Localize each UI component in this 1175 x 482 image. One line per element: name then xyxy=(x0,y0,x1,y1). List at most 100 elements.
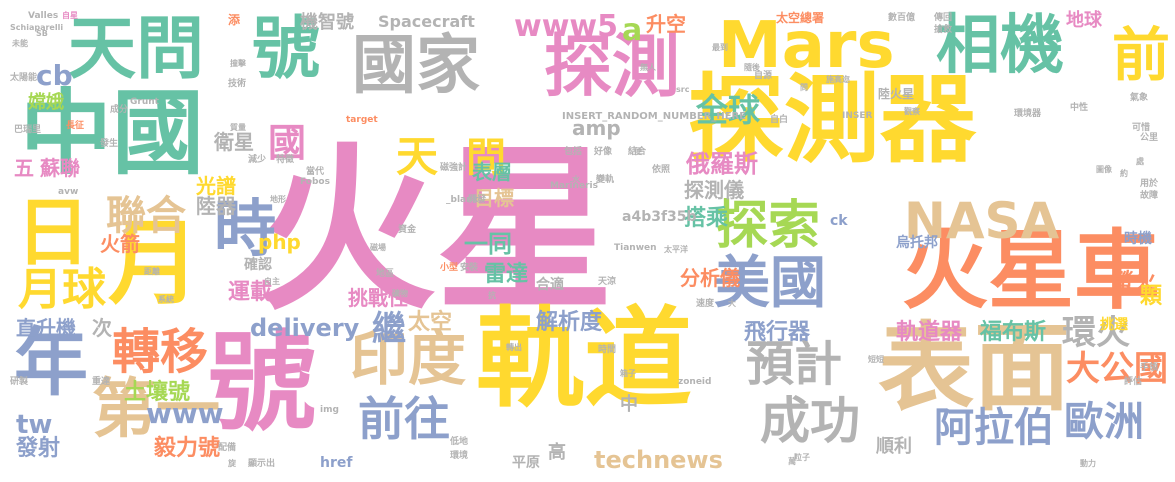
word-huojian: 火箭 xyxy=(100,232,140,256)
word-xuan: 旋 xyxy=(228,459,236,468)
word-hao-green: 號 xyxy=(252,10,321,89)
word-biaomian: 表面 xyxy=(878,312,1070,424)
word-dixing: 地形 xyxy=(270,195,286,204)
word-guangpu: 光譜 xyxy=(196,174,236,198)
word-xianshichu: 顯示出 xyxy=(248,459,276,469)
word-ke: 顆 xyxy=(1140,284,1163,309)
word-www5: www5 xyxy=(514,9,619,44)
word-yinghuo: 螢火 xyxy=(1112,270,1157,295)
word-zuidao: 最到 xyxy=(712,43,728,52)
word-taipingyang: 太平洋 xyxy=(664,245,688,254)
word-wan: 萬 xyxy=(788,457,796,466)
word-wutuobang: 烏托邦 xyxy=(896,235,938,251)
word-tianliang: 天涼 xyxy=(598,277,617,287)
word-inser: INSER xyxy=(842,111,873,121)
word-guidao: 軌道 xyxy=(476,297,693,422)
word-kuangwu: 礦物 xyxy=(392,289,408,298)
word-quanqiu: 全球 xyxy=(696,91,761,129)
word-yuji: 預計 xyxy=(746,336,843,392)
word-haoxiang: 好像 xyxy=(594,147,613,157)
word-shunli: 順利 xyxy=(876,436,912,457)
word-bian: 便 xyxy=(634,147,642,156)
word-sulian: 蘇聯 xyxy=(40,156,80,180)
word-yunzai: 運載 xyxy=(228,280,273,305)
word-fobos: Fobos xyxy=(300,177,330,187)
word-insert-random: INSERT_RANDOM_NUMBER_HERE xyxy=(562,111,747,122)
word-qian: 前 xyxy=(1112,21,1171,89)
word-yanzhi: 研製 xyxy=(10,377,29,387)
word-guancha: 觀察 xyxy=(904,107,920,116)
word-tanceyi: 探測儀 xyxy=(684,178,744,202)
word-zhongda: 重達 xyxy=(92,377,111,387)
word-tiaozhanxing: 挑戰性 xyxy=(348,286,408,310)
word-yue: 月 xyxy=(108,210,201,317)
word-valles: Valles xyxy=(28,11,59,21)
word-ouzhou: 歐洲 xyxy=(1064,399,1144,445)
word-kaifa: 開發 xyxy=(468,195,487,205)
word-juli: 距離 xyxy=(144,267,160,276)
word-chu: 處 xyxy=(1136,157,1144,166)
word-suihou: 隨後 xyxy=(744,63,760,72)
word-luhuoxing: 陸火星 xyxy=(878,87,915,101)
word-tianwen-en: Tianwen xyxy=(614,243,657,253)
word-huanjing: 環境 xyxy=(450,451,469,461)
word-taikongzongshu: 太空總署 xyxy=(776,11,825,25)
word-shubaiyi: 數百億 xyxy=(888,13,916,23)
word-wu: 五 xyxy=(14,156,34,180)
word-gao: 高 xyxy=(548,442,566,463)
word-tance: 探測 xyxy=(544,28,681,107)
word-pinggu: 評估 xyxy=(1124,377,1143,387)
word-ck: ck xyxy=(830,213,848,229)
word-jizhihao: 機智號 xyxy=(300,12,354,33)
word-pingyuan: 平原 xyxy=(512,455,540,471)
word-huanhuo: 環火 xyxy=(1062,313,1130,353)
word-huoxing: 火星 xyxy=(258,127,614,334)
word-guzhang: 故障 xyxy=(1140,191,1159,201)
word-kang: 抗 xyxy=(488,291,496,300)
word-meiguo: 美國 xyxy=(714,251,826,316)
word-tianwen: 天問 xyxy=(68,10,205,89)
word-baokuo: 包括 xyxy=(564,147,583,157)
word-mubiao: 目標 xyxy=(474,186,514,210)
word-tansuo: 探索 xyxy=(716,196,821,256)
word-a4b3f35b: a4b3f35b xyxy=(622,209,697,225)
word-php: php xyxy=(258,230,301,254)
word-taikong: 太空 xyxy=(408,310,453,335)
word-chuanhui: 傳回 xyxy=(934,13,953,23)
word-spacecraft: Spacecraft xyxy=(378,12,475,31)
word-alabo: 阿拉伯 xyxy=(934,405,1054,451)
word-weineng: 未能 xyxy=(12,39,28,48)
word-nasa: NASA xyxy=(904,192,1060,250)
word-lianhe: 聯合 xyxy=(106,193,186,239)
word-jiexidu: 解析度 xyxy=(536,310,603,335)
word-shiji: 時機 xyxy=(1124,231,1152,247)
word-zhuanchu: 轉出 xyxy=(506,343,522,352)
word-ci: 次 xyxy=(92,316,112,340)
word-shui: 水 xyxy=(572,175,580,184)
word-tanceqi: 探測器 xyxy=(688,64,976,176)
word-diqiu: 地球 xyxy=(1066,10,1102,31)
word-da: 大 xyxy=(728,299,736,308)
word-xitong: 系統 xyxy=(158,295,174,304)
word-ciqiangji: 磁強計 xyxy=(440,163,468,173)
word-technews: technews xyxy=(594,446,723,474)
word-tian: 天 xyxy=(396,132,439,181)
word-grunt: Grunt xyxy=(130,97,159,107)
word-src: src xyxy=(676,85,690,94)
word-wen: 問 xyxy=(466,135,506,181)
word-huanjingqi: 環境器 xyxy=(1014,109,1042,119)
word-cb: cb xyxy=(36,59,73,92)
word-sudu: 速度 xyxy=(696,299,715,309)
word-fasheng: 發生 xyxy=(100,139,119,149)
word-shi: 時 xyxy=(214,192,277,265)
word-img: img xyxy=(320,405,339,415)
word-zijin: 資金 xyxy=(398,225,417,235)
word-feixingqi: 飛行器 xyxy=(744,320,811,345)
word-dagongguo: 大公國 xyxy=(1066,349,1168,389)
word-luqi: 陸器 xyxy=(196,194,236,218)
word-zhuangji: 撞擊 xyxy=(230,59,246,68)
word-biangui: 變軌 xyxy=(596,175,615,185)
word-qiangjiu: 搶救 xyxy=(934,25,953,35)
word-jiehe: 結合 xyxy=(628,147,647,157)
